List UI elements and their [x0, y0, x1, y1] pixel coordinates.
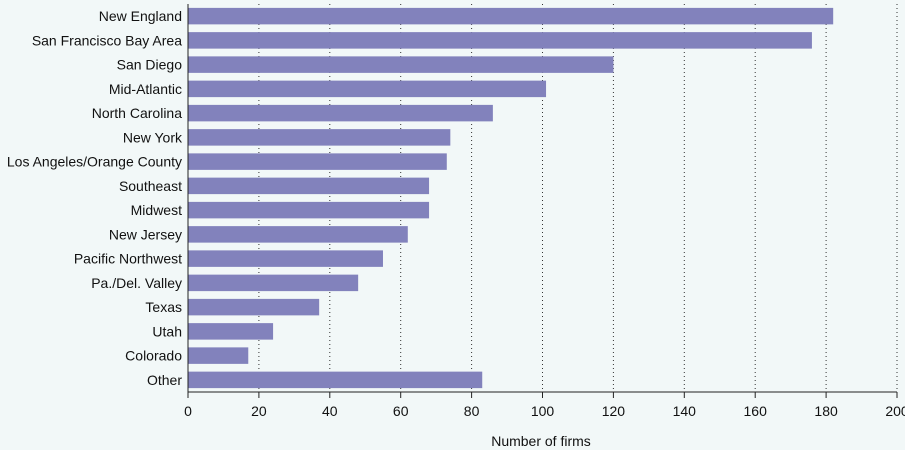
bar: [188, 153, 447, 170]
bar: [188, 226, 408, 243]
category-label: Midwest: [131, 202, 182, 218]
bar: [188, 323, 274, 340]
bar: [188, 347, 249, 364]
category-label: Utah: [152, 323, 182, 339]
category-label: San Francisco Bay Area: [32, 32, 182, 48]
category-label: Los Angeles/Orange County: [7, 154, 182, 170]
category-label: Colorado: [125, 348, 182, 364]
bar: [188, 371, 483, 389]
bar: [188, 274, 359, 292]
x-tick-label: 0: [184, 403, 192, 419]
bar: [188, 129, 451, 146]
x-axis-title: Number of firms: [491, 433, 591, 449]
x-tick-label: 140: [673, 403, 697, 419]
x-tick-label: 40: [322, 403, 338, 419]
bar: [188, 32, 812, 49]
bar: [188, 177, 430, 195]
category-label: Southeast: [119, 178, 182, 194]
category-label: Texas: [145, 299, 182, 315]
bar: [188, 298, 320, 316]
x-tick-label: 180: [814, 403, 838, 419]
category-label: Mid-Atlantic: [109, 81, 182, 97]
category-label: Other: [147, 372, 182, 388]
category-label: North Carolina: [92, 105, 182, 121]
x-tick-label: 200: [885, 403, 905, 419]
bar: [188, 80, 547, 98]
bars: [188, 7, 834, 389]
category-label: Pa./Del. Valley: [91, 275, 182, 291]
category-label: San Diego: [117, 57, 183, 73]
x-tick-label: 60: [393, 403, 409, 419]
category-labels: New England San Francisco Bay Area San Die…: [7, 8, 183, 388]
bar: [188, 56, 614, 73]
category-label: New Jersey: [109, 226, 182, 242]
category-label: Pacific Northwest: [74, 251, 182, 267]
x-tick-label: 100: [531, 403, 555, 419]
x-axis-ticks: 0 20 40 60 80 100 120 140 160 180 200: [184, 392, 905, 419]
bar: [188, 250, 383, 267]
x-tick-label: 20: [251, 403, 267, 419]
category-label: New England: [99, 8, 182, 24]
x-tick-label: 160: [744, 403, 768, 419]
bar: [188, 104, 493, 122]
bar: [188, 201, 430, 219]
category-label: New York: [123, 129, 183, 145]
bar: [188, 7, 834, 25]
x-tick-label: 120: [602, 403, 626, 419]
x-tick-label: 80: [464, 403, 480, 419]
